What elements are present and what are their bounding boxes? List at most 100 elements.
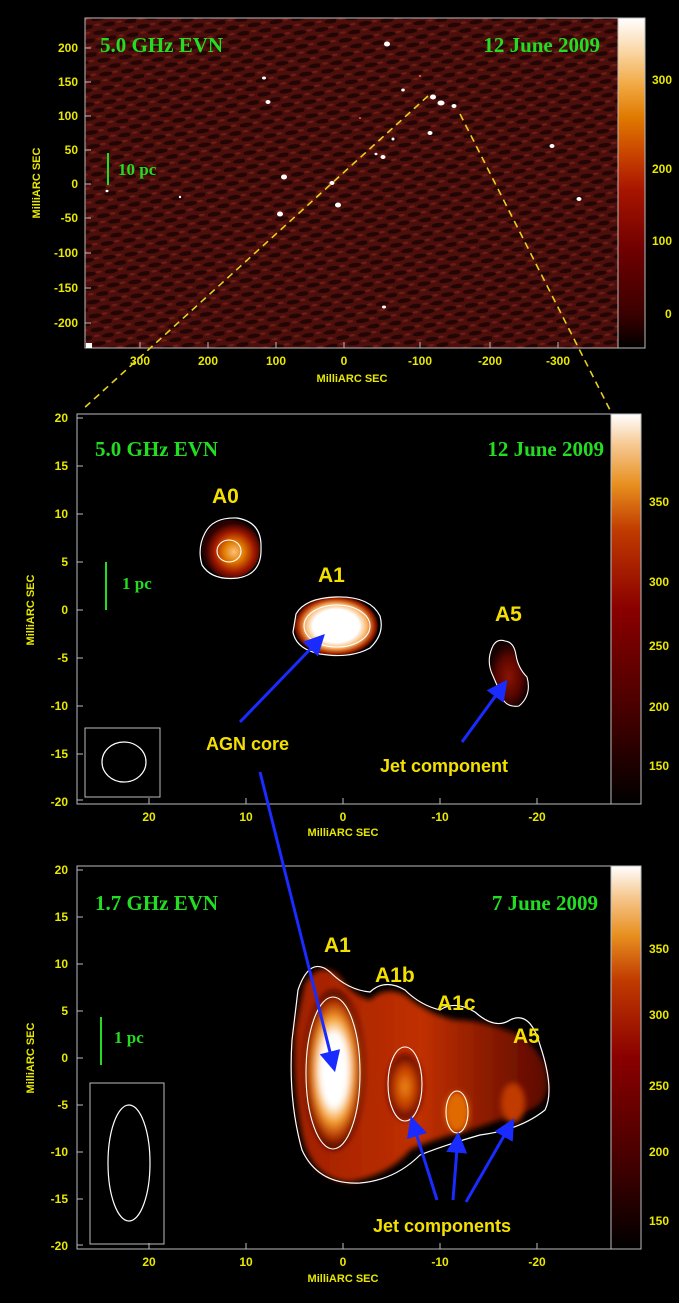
label-a5: A5 [495,603,522,626]
y-tick: -10 [51,1145,69,1159]
x-tick: 300 [130,354,150,368]
label-jet-components: Jet components [373,1216,511,1236]
label-a1: A1 [324,934,351,957]
label-a1: A1 [318,564,345,587]
map-area [85,18,618,348]
colorbar-tick: 100 [652,234,672,248]
y-tick-labels: 20 15 10 5 0 -5 -10 -15 -20 [51,863,69,1253]
y-tick: 10 [55,957,69,971]
y-tick: -5 [57,1098,68,1112]
scale-bar-label: 1 pc [122,574,152,593]
colorbar-tick: 200 [652,162,672,176]
arrow-agn-to-a1 [258,771,341,1073]
x-axis-label: MilliARC SEC [317,373,388,385]
colorbar-tick: 300 [649,1008,669,1022]
y-tick: 150 [58,75,78,89]
y-tick: 20 [55,411,69,425]
colorbar [617,17,646,349]
x-tick-labels: 20 10 0 -10 -20 [142,810,546,824]
tick-marks [77,869,538,1249]
y-tick: 5 [61,1004,68,1018]
y-tick: 10 [55,507,69,521]
label-jet-component: Jet component [380,756,508,776]
beam-box [84,727,161,798]
arrow-jet-component [460,679,508,743]
colorbar [610,865,642,1250]
colorbar-tick: 0 [665,307,672,321]
panel-bottom: 20 15 10 5 0 -5 -10 -15 -20 20 10 0 -10 … [25,771,669,1285]
x-axis-label: MilliARC SEC [308,1273,379,1285]
y-tick: 5 [61,555,68,569]
x-tick: 0 [340,1255,347,1269]
x-tick-labels: 20 10 0 -10 -20 [142,1255,546,1269]
label-a0: A0 [212,485,239,508]
colorbar-tick: 250 [649,1079,669,1093]
y-tick: -15 [51,1192,69,1206]
source-dots [86,41,582,348]
x-tick: -20 [528,810,546,824]
source-a0 [199,517,262,580]
y-tick: -10 [51,699,69,713]
y-tick: 50 [65,143,79,157]
x-tick: 10 [239,1255,253,1269]
y-tick: -5 [57,651,68,665]
colorbar-tick: 350 [649,495,669,509]
y-tick: 20 [55,863,69,877]
zoom-indicator [81,95,611,411]
y-tick: -100 [54,246,78,260]
colorbar-tick: 250 [649,639,669,653]
tick-marks [77,417,538,804]
y-axis-label: MilliARC SEC [25,1023,37,1094]
y-tick-labels: 200 150 100 50 0 -50 -100 -150 -200 [54,41,78,330]
y-tick: -50 [61,211,79,225]
beam-box [89,1082,165,1245]
x-tick-labels: 300 200 100 0 -100 -200 -300 [130,354,570,368]
colorbar-tick: 150 [649,759,669,773]
y-tick: 100 [58,109,78,123]
label-a5: A5 [513,1025,540,1048]
colorbar [610,413,642,805]
y-tick: 0 [71,177,78,191]
y-tick: -200 [54,316,78,330]
x-tick: -200 [478,354,502,368]
x-tick: 0 [341,354,348,368]
panel-date: 12 June 2009 [483,33,600,57]
y-tick: -20 [51,795,69,809]
x-tick: -100 [408,354,432,368]
panel-middle: 20 15 10 5 0 -5 -10 -15 -20 20 10 0 -10 … [25,411,669,839]
y-tick-marks [85,47,559,348]
scale-bar-label: 10 pc [118,160,157,179]
x-tick: 20 [142,1255,156,1269]
x-tick: 10 [239,810,253,824]
arrow-jet-a1c [446,1131,468,1201]
x-tick: -20 [528,1255,546,1269]
beam-ellipse [107,1104,151,1222]
y-tick: -150 [54,281,78,295]
label-agn-core: AGN core [206,734,289,754]
x-tick: 20 [142,810,156,824]
y-tick: 15 [55,910,69,924]
x-tick: 0 [340,810,347,824]
panel-top: 200 150 100 50 0 -50 -100 -150 -200 300 … [31,17,672,411]
panel-title: 1.7 GHz EVN [95,891,218,915]
colorbar-tick: 150 [649,1214,669,1228]
scale-bar-label: 1 pc [114,1028,144,1047]
colorbar-tick: 300 [652,73,672,87]
y-tick: 15 [55,459,69,473]
arrow-jet-a5 [464,1118,515,1203]
colorbar-tick: 300 [649,575,669,589]
y-axis-label: MilliARC SEC [25,575,37,646]
beam-ellipse [101,741,147,783]
colorbar-tick: 350 [649,942,669,956]
label-a1c: A1c [437,992,476,1015]
x-axis-label: MilliARC SEC [308,827,379,839]
colorbar-tick: 200 [649,1145,669,1159]
y-tick-labels: 20 15 10 5 0 -5 -10 -15 -20 [51,411,69,809]
panel-title: 5.0 GHz EVN [95,437,218,461]
panel-date: 12 June 2009 [487,437,604,461]
y-tick: 200 [58,41,78,55]
x-tick: -10 [431,810,449,824]
x-tick: 200 [198,354,218,368]
y-tick: 0 [61,1051,68,1065]
